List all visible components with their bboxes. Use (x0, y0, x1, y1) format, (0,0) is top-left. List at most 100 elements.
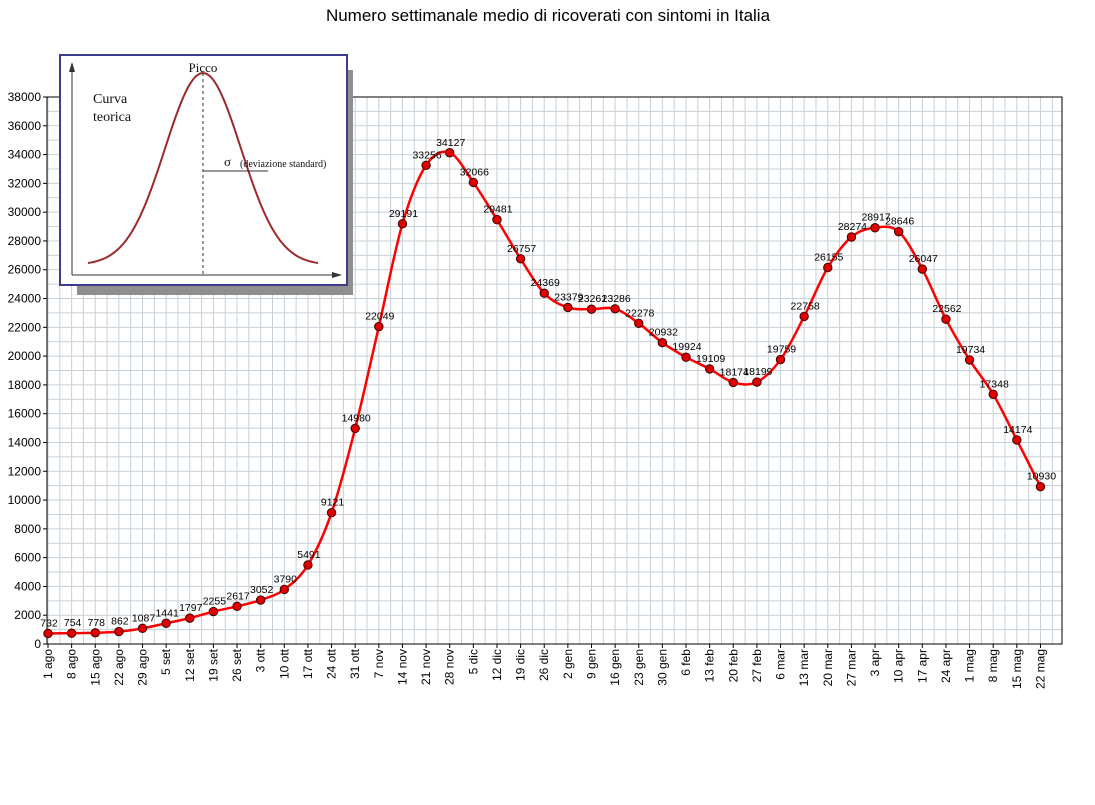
data-label: 3790 (274, 573, 298, 585)
data-point (421, 160, 431, 170)
data-point (728, 377, 738, 388)
x-tick-label: 21 nov (419, 649, 433, 685)
x-tick-label: 29 ago (136, 649, 150, 686)
data-label: 22562 (932, 303, 961, 315)
x-tick-label: 20 feb (726, 649, 740, 683)
x-tick-label: 30 gen (655, 649, 669, 686)
data-point (823, 262, 833, 273)
data-label: 24369 (531, 277, 560, 289)
x-tick-label: 14 nov (395, 649, 409, 685)
y-tick-label: 12000 (8, 464, 42, 478)
data-label: 32066 (460, 166, 489, 178)
data-label: 18174 (720, 366, 749, 378)
chart-title: Numero settimanale medio di ricoverati c… (326, 6, 771, 25)
data-label: 862 (111, 616, 129, 628)
data-point (397, 219, 408, 229)
x-tick-label: 24 ott (325, 648, 339, 679)
data-label: 19759 (767, 344, 796, 356)
data-label: 10930 (1027, 471, 1056, 483)
y-tick-label: 30000 (8, 205, 42, 219)
x-tick-label: 26 dic (537, 649, 551, 681)
data-points (43, 148, 1046, 639)
y-tick-label: 8000 (14, 522, 41, 536)
x-tick-label: 1 ago (41, 649, 55, 679)
data-label: 778 (87, 617, 105, 629)
data-point (870, 223, 880, 233)
data-point (279, 584, 289, 595)
data-point (445, 148, 455, 158)
data-label: 3052 (250, 584, 274, 596)
x-tick-label: 15 mag (1010, 649, 1024, 689)
data-point (610, 304, 620, 314)
data-point (681, 352, 691, 362)
y-tick-label: 28000 (8, 234, 42, 248)
data-point (468, 177, 479, 188)
data-label: 1441 (155, 607, 179, 619)
data-point (964, 355, 975, 365)
data-label: 14980 (342, 412, 371, 424)
data-point (326, 508, 337, 518)
data-label: 28274 (838, 221, 867, 233)
y-tick-label: 24000 (8, 292, 42, 306)
y-tick-label: 18000 (8, 378, 42, 392)
x-tick-label: 22 ago (112, 649, 126, 686)
inset-y-arrow (69, 62, 75, 72)
x-tick-label: 5 set (159, 648, 173, 675)
data-label: 26757 (507, 243, 536, 255)
y-tick-label: 2000 (14, 608, 41, 622)
data-label: 34127 (436, 137, 465, 149)
data-label: 1797 (179, 602, 203, 614)
x-tick-label: 27 mar (844, 649, 858, 686)
x-tick-label: 20 mar (821, 649, 835, 686)
data-label: 732 (40, 617, 58, 629)
inset-peak-label: Picco (189, 60, 218, 75)
data-point (1012, 435, 1022, 445)
y-tick-label: 36000 (8, 119, 42, 133)
x-tick-label: 31 ott (348, 648, 362, 679)
x-tick-label: 2 gen (561, 649, 575, 679)
data-point (704, 364, 715, 374)
y-tick-label: 20000 (8, 349, 42, 363)
data-point (350, 423, 360, 434)
data-label: 22278 (625, 307, 654, 319)
data-point (255, 595, 266, 605)
inset-sigma-label: (deviazione standard) (240, 159, 326, 170)
x-tick-label: 19 dic (514, 649, 528, 681)
data-label: 19109 (696, 353, 725, 365)
data-point (66, 628, 77, 638)
data-point (752, 377, 762, 387)
data-point (185, 613, 195, 623)
x-tick-label: 22 mag (1033, 649, 1047, 689)
data-label: 33256 (412, 149, 441, 161)
x-tick-label: 8 ago (65, 649, 79, 679)
data-label: 22049 (365, 311, 394, 323)
y-tick-label: 10000 (8, 493, 42, 507)
data-label: 26047 (909, 253, 938, 265)
y-tick-label: 0 (34, 637, 41, 651)
x-tick-label: 23 gen (632, 649, 646, 686)
data-label: 20932 (649, 327, 678, 339)
x-tick-label: 26 set (230, 648, 244, 681)
inset-curve-label-2: teorica (93, 110, 132, 125)
data-point (539, 288, 549, 298)
y-tick-label: 22000 (8, 320, 42, 334)
data-label: 26155 (814, 252, 843, 264)
data-label: 9121 (321, 497, 345, 509)
y-tick-label: 32000 (8, 176, 42, 190)
data-point (43, 628, 53, 639)
x-axis: 1 ago 8 ago 15 ago 22 ago 29 ago 5 set 12 set 1… (41, 644, 1047, 689)
data-label: 29481 (483, 204, 512, 216)
x-tick-label: 5 dic (466, 649, 480, 674)
inset-curve-label-1: Curva (93, 92, 128, 107)
data-label: 754 (64, 617, 82, 629)
data-point (586, 304, 597, 314)
data-point (799, 311, 809, 322)
data-point (374, 321, 384, 332)
y-tick-label: 6000 (14, 551, 41, 565)
data-point (1035, 481, 1046, 492)
x-tick-label: 16 gen (608, 649, 622, 686)
x-tick-label: 28 nov (443, 649, 457, 685)
data-point (208, 606, 219, 617)
x-tick-label: 6 feb (679, 649, 693, 676)
